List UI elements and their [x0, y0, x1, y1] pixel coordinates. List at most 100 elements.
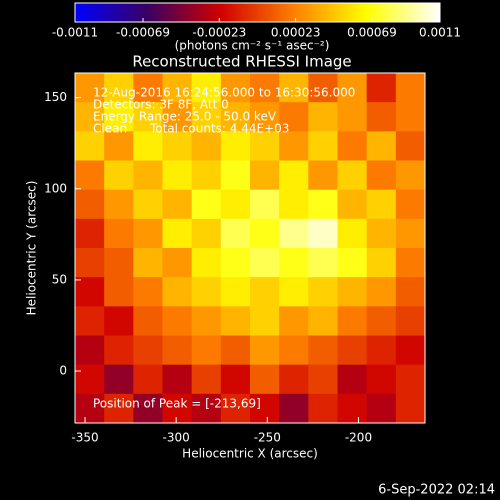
heatmap-cell	[250, 248, 280, 278]
heatmap-cell	[75, 189, 105, 220]
colorbar	[74, 2, 441, 23]
heatmap-cell	[104, 335, 134, 366]
heatmap-cell	[337, 277, 368, 307]
y-axis-label: Heliocentric Y (arcsec)	[25, 181, 39, 316]
heatmap-cell	[133, 248, 163, 278]
heatmap-cell	[133, 364, 163, 395]
heatmap-cell	[337, 189, 368, 220]
heatmap-cell	[220, 364, 251, 395]
heatmap-cell	[75, 102, 105, 132]
heatmap-cell	[279, 218, 309, 249]
heatmap-cell	[162, 160, 193, 191]
heatmap-cell	[220, 248, 251, 278]
heatmap-cell	[250, 306, 280, 336]
heatmap-cell	[308, 248, 338, 278]
heatmap-cell	[250, 218, 280, 249]
heatmap-cell	[162, 393, 193, 424]
heatmap-cell	[75, 393, 105, 424]
heatmap-cell	[337, 73, 368, 103]
heatmap-cell	[395, 160, 426, 191]
heatmap-cell	[162, 73, 193, 103]
heatmap-cell	[395, 102, 426, 132]
heatmap-cell	[337, 393, 368, 424]
heatmap-cell	[395, 277, 426, 307]
heatmap-cell	[308, 277, 338, 307]
heatmap-cell	[366, 277, 397, 307]
heatmap-cell	[75, 218, 105, 249]
heatmap-cell	[104, 248, 134, 278]
colorbar-tick-label: -0.00069	[116, 26, 170, 40]
heatmap-cell	[104, 189, 134, 220]
heatmap-cell	[308, 393, 338, 424]
heatmap-cell	[395, 73, 426, 103]
heatmap-cell	[366, 364, 397, 395]
heatmap-cell	[220, 131, 251, 161]
heatmap-cell	[279, 73, 309, 103]
heatmap-cell	[337, 335, 368, 366]
heatmap-cell	[337, 306, 368, 336]
heatmap-cell	[191, 335, 222, 366]
heatmap-cell	[133, 102, 163, 132]
heatmap-cell	[220, 102, 251, 132]
heatmap-cell	[191, 218, 222, 249]
heatmap-cell	[279, 306, 309, 336]
heatmap-cell	[279, 131, 309, 161]
y-tick-label: 0	[59, 364, 67, 378]
heatmap-cell	[366, 218, 397, 249]
x-tick-label: -300	[163, 431, 190, 445]
heatmap-cell	[104, 102, 134, 132]
heatmap-cell	[366, 335, 397, 366]
heatmap-cell	[279, 248, 309, 278]
heatmap-cell	[279, 102, 309, 132]
heatmap-cell	[191, 131, 222, 161]
x-tick-label: -200	[345, 431, 372, 445]
heatmap-cell	[191, 160, 222, 191]
heatmap-cell	[395, 218, 426, 249]
heatmap-cell	[395, 248, 426, 278]
colorbar-tick-label: -0.0011	[52, 26, 98, 40]
heatmap-cell	[133, 218, 163, 249]
heatmap-cell	[279, 189, 309, 220]
heatmap-cell	[366, 73, 397, 103]
annotation: 12-Aug-2016 16:24:56.000 to 16:30:56.000	[93, 86, 355, 100]
heatmap-cell	[133, 189, 163, 220]
heatmap-cell	[104, 160, 134, 191]
heatmap-cell	[308, 364, 338, 395]
heatmap-cell	[279, 335, 309, 366]
heatmap-cell	[75, 160, 105, 191]
heatmap-cell	[75, 131, 105, 161]
heatmap-cell	[337, 160, 368, 191]
heatmap-cell	[133, 393, 163, 424]
heatmap-cell	[220, 73, 251, 103]
x-tick-label: -250	[254, 431, 281, 445]
heatmap-cell	[279, 160, 309, 191]
colorbar-tick-label: 0.0011	[419, 26, 461, 40]
heatmap-cell	[133, 73, 163, 103]
colorbar-tick-label: 0.00069	[347, 26, 397, 40]
heatmap-cell	[279, 393, 309, 424]
heatmap-cell	[133, 306, 163, 336]
heatmap-cell	[162, 218, 193, 249]
heatmap-cell	[191, 102, 222, 132]
annotation: Energy Range: 25.0 - 50.0 keV	[93, 110, 277, 124]
heatmap-cell	[366, 393, 397, 424]
annotation: Detectors: 3F 8F, Att 0	[93, 98, 229, 112]
heatmap-cell	[220, 393, 251, 424]
heatmap-cell	[104, 218, 134, 249]
x-axis-label: Heliocentric X (arcsec)	[182, 447, 318, 461]
heatmap-cell	[104, 277, 134, 307]
heatmap-cell	[191, 393, 222, 424]
heatmap-cell	[162, 131, 193, 161]
heatmap-cell	[366, 306, 397, 336]
heatmap-cell	[104, 131, 134, 161]
heatmap-cell	[366, 248, 397, 278]
heatmap-cell	[75, 248, 105, 278]
y-tick-label: 50	[52, 272, 67, 286]
peak-label: Position of Peak = [-213,69]	[93, 397, 261, 411]
heatmap-cell	[191, 277, 222, 307]
heatmap-cell	[162, 306, 193, 336]
heatmap-cell	[250, 160, 280, 191]
heatmap-cell	[220, 277, 251, 307]
heatmap-cell	[308, 160, 338, 191]
heatmap-cell	[162, 248, 193, 278]
